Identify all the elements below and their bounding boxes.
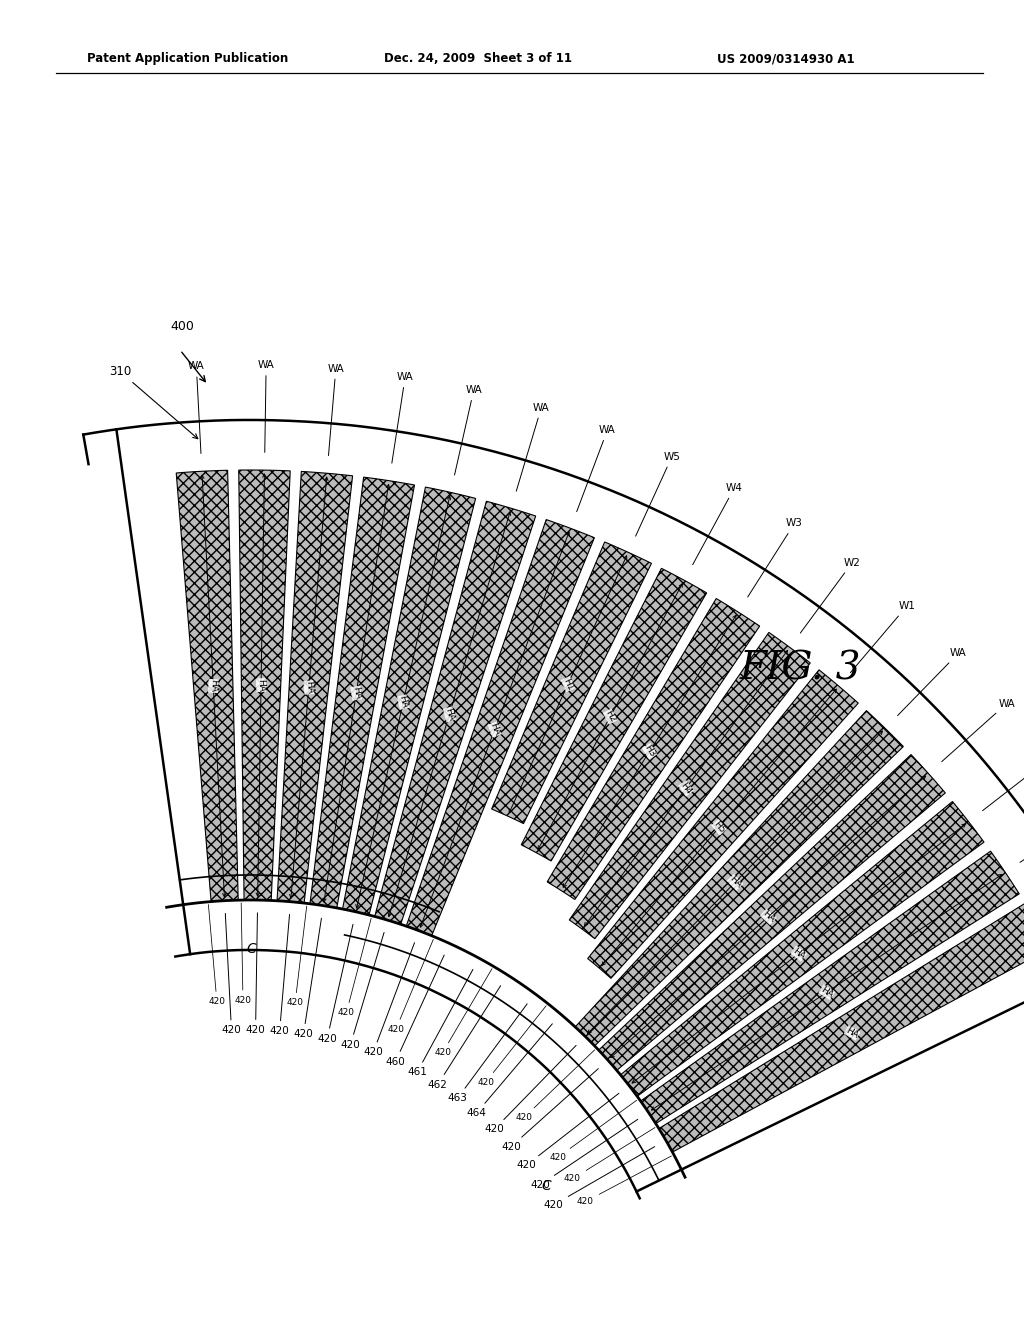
Text: 420: 420: [530, 1119, 638, 1189]
Text: H3: H3: [642, 743, 656, 759]
Polygon shape: [492, 543, 651, 824]
Polygon shape: [375, 502, 536, 924]
Text: WA: WA: [516, 403, 550, 491]
Polygon shape: [176, 470, 239, 902]
Text: 460: 460: [386, 956, 444, 1067]
Text: 461: 461: [408, 969, 473, 1077]
Text: 420: 420: [484, 1045, 577, 1134]
Text: 420: 420: [516, 1093, 618, 1171]
Text: W5: W5: [636, 451, 680, 536]
Polygon shape: [547, 598, 760, 899]
Text: 462: 462: [428, 986, 501, 1089]
Text: US 2009/0314930 A1: US 2009/0314930 A1: [717, 51, 854, 65]
Text: W2: W2: [801, 558, 860, 634]
Text: 420: 420: [544, 1147, 654, 1210]
Polygon shape: [569, 632, 810, 939]
Polygon shape: [621, 801, 984, 1097]
Polygon shape: [575, 710, 903, 1045]
Text: 420: 420: [287, 906, 307, 1007]
Text: 420: 420: [387, 940, 433, 1034]
Text: Patent Application Publication: Patent Application Publication: [87, 51, 289, 65]
Polygon shape: [343, 487, 475, 915]
Text: HA: HA: [488, 722, 501, 737]
Text: 420: 420: [341, 932, 384, 1049]
Text: 420: 420: [477, 1006, 546, 1086]
Text: 464: 464: [467, 1024, 552, 1118]
Text: 420: 420: [577, 1156, 672, 1206]
Polygon shape: [278, 471, 352, 903]
Text: HA: HA: [256, 678, 265, 692]
Text: 420: 420: [434, 969, 492, 1057]
Text: 310: 310: [109, 364, 198, 438]
Text: WA: WA: [898, 648, 967, 715]
Text: 420: 420: [269, 915, 290, 1036]
Text: W3: W3: [748, 519, 803, 597]
Text: 420: 420: [208, 904, 225, 1006]
Text: 463: 463: [447, 1003, 527, 1104]
Text: 400: 400: [170, 319, 194, 333]
Text: 420: 420: [550, 1101, 637, 1162]
Text: 420: 420: [221, 913, 242, 1035]
Text: H4: H4: [679, 780, 693, 796]
Text: 420: 420: [234, 903, 252, 1005]
Text: HA: HA: [819, 985, 835, 999]
Text: WA: WA: [455, 385, 482, 475]
Polygon shape: [588, 669, 858, 978]
Text: 420: 420: [294, 919, 322, 1039]
Text: FIG. 3: FIG. 3: [740, 651, 861, 688]
Polygon shape: [310, 477, 415, 908]
Text: WA: WA: [258, 360, 274, 453]
Text: 420: 420: [501, 1069, 598, 1152]
Text: C: C: [246, 942, 256, 956]
Text: C: C: [542, 1179, 551, 1193]
Polygon shape: [407, 520, 594, 936]
Text: H2: H2: [603, 709, 617, 725]
Text: HA: HA: [727, 875, 742, 890]
Text: 420: 420: [516, 1049, 595, 1122]
Text: WA: WA: [942, 698, 1015, 762]
Text: HA: HA: [397, 694, 409, 709]
Text: WA: WA: [1020, 809, 1024, 862]
Text: 420: 420: [364, 942, 415, 1057]
Polygon shape: [599, 755, 945, 1071]
Text: WA: WA: [328, 363, 344, 455]
Text: W1: W1: [850, 601, 915, 673]
Text: WA: WA: [983, 752, 1024, 810]
Text: Dec. 24, 2009  Sheet 3 of 11: Dec. 24, 2009 Sheet 3 of 11: [384, 51, 572, 65]
Polygon shape: [239, 470, 290, 900]
Text: 420: 420: [338, 919, 371, 1016]
Text: W4: W4: [692, 483, 742, 565]
Text: HA: HA: [351, 686, 361, 700]
Text: H5: H5: [712, 820, 727, 836]
Text: HA: HA: [304, 681, 313, 694]
Polygon shape: [641, 851, 1019, 1123]
Polygon shape: [521, 569, 707, 861]
Text: HA: HA: [791, 946, 807, 961]
Text: 420: 420: [246, 913, 265, 1035]
Text: WA: WA: [577, 425, 615, 512]
Text: HA: HA: [844, 1026, 860, 1040]
Text: 420: 420: [564, 1127, 655, 1184]
Text: WA: WA: [188, 362, 205, 454]
Text: 420: 420: [317, 924, 353, 1044]
Polygon shape: [658, 903, 1024, 1152]
Text: H1: H1: [561, 677, 574, 692]
Text: WA: WA: [392, 372, 414, 463]
Text: HA: HA: [209, 680, 218, 693]
Text: HA: HA: [761, 909, 776, 924]
Text: HA: HA: [443, 706, 456, 722]
